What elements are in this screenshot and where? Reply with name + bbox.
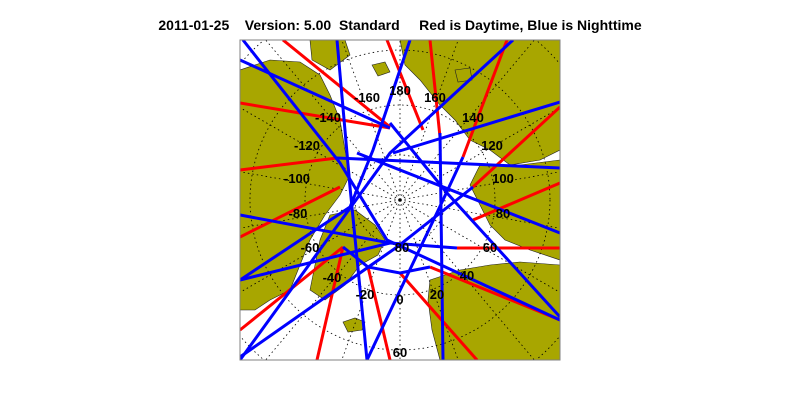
nighttime-track [392, 100, 560, 155]
nighttime-track [365, 156, 465, 360]
longitude-line [240, 171, 401, 201]
longitude-line [265, 199, 401, 360]
longitude-line [399, 107, 560, 201]
latitude-label: 60 [393, 345, 407, 360]
longitude-line [399, 199, 459, 360]
latitude-circle [537, 41, 559, 63]
daytime-track [240, 156, 338, 172]
pole-marker [398, 198, 402, 202]
daytime-track [472, 181, 560, 222]
mode-label: Standard [338, 17, 400, 33]
longitude-line [399, 199, 560, 293]
nighttime-track [438, 132, 445, 360]
longitude-label: -20 [356, 287, 375, 302]
longitude-line [399, 40, 535, 201]
longitude-label: 140 [462, 110, 484, 125]
date-label: 2011-01-25 [158, 17, 230, 33]
daytime-track [240, 101, 391, 130]
longitude-label: 180 [389, 83, 411, 98]
longitude-label: -60 [301, 240, 320, 255]
daytime-track [398, 272, 479, 360]
nighttime-track [241, 40, 560, 322]
land-asia-east [469, 159, 560, 261]
latitude-circle [304, 104, 496, 296]
nighttime-track [240, 185, 474, 359]
longitude-label: 60 [483, 240, 497, 255]
daytime-track [385, 40, 425, 131]
nighttime-track [342, 245, 431, 275]
legend-text: Red is Daytime, Blue is Nighttime [419, 17, 642, 33]
longitude-line [341, 199, 401, 360]
daytime-track [471, 105, 560, 189]
land-islands [371, 61, 473, 83]
land-north-america [240, 59, 351, 311]
longitude-label: -120 [294, 138, 320, 153]
longitude-line [240, 199, 401, 293]
longitude-line [399, 199, 535, 360]
daytime-track [461, 40, 509, 158]
longitude-label: -100 [284, 171, 310, 186]
latitude-label: 80 [395, 240, 409, 255]
longitude-line [265, 40, 401, 201]
nighttime-track [240, 58, 391, 130]
map-frame [239, 39, 561, 361]
daytime-track [428, 40, 442, 138]
longitude-line [240, 107, 401, 201]
longitude-label: 0 [396, 292, 403, 307]
longitude-line [399, 171, 560, 201]
daytime-track [240, 185, 341, 239]
longitude-label: 160 [424, 90, 446, 105]
longitude-line [341, 40, 401, 201]
version-label: Version: 5.00 [244, 17, 332, 33]
longitude-label: -160 [354, 90, 380, 105]
latitude-circle [537, 337, 559, 359]
longitude-label: 40 [460, 268, 474, 283]
daytime-track [366, 266, 392, 360]
satellite-tracks [240, 40, 560, 360]
longitude-label: 100 [492, 171, 514, 186]
longitude-label: 20 [430, 287, 444, 302]
nighttime-track [240, 40, 515, 360]
land-siberia [399, 40, 560, 166]
nighttime-track [335, 40, 369, 360]
longitude-label: -80 [289, 206, 308, 221]
daytime-track [315, 246, 345, 360]
longitude-label: -40 [323, 270, 342, 285]
longitude-label: -140 [315, 110, 341, 125]
nighttime-track [356, 151, 560, 235]
daytime-track [282, 40, 391, 129]
land-europe [427, 261, 560, 360]
nighttime-track [240, 241, 391, 282]
longitude-label: 80 [496, 206, 510, 221]
land-masses [240, 40, 560, 360]
nighttime-track [240, 40, 412, 282]
longitude-label: 120 [481, 138, 503, 153]
plot-title: 2011-01-25 Version: 5.00 Standard Red is… [0, 17, 800, 33]
